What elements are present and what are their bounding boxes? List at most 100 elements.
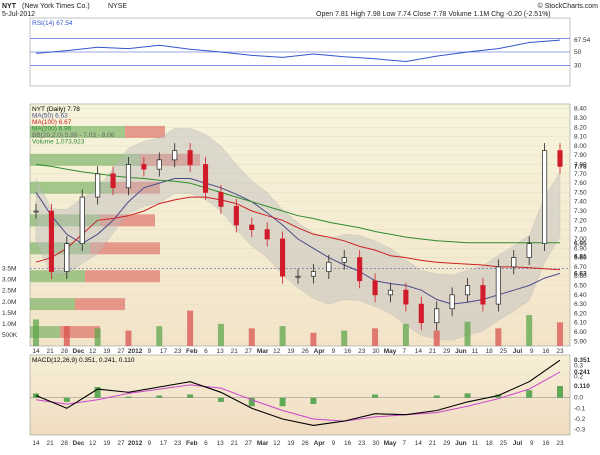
- candle-body: [341, 257, 347, 263]
- macd-axis-label: 0.241: [574, 369, 591, 376]
- company-name: (New York Times Co.): [22, 3, 90, 10]
- price-tick-label: 6.60: [574, 273, 587, 280]
- macd-line: [35, 359, 561, 426]
- macd-x-tick: 12: [273, 440, 281, 447]
- volume-bar: [557, 322, 563, 346]
- rsi-line: [35, 39, 561, 63]
- moving-average-line: [35, 196, 561, 271]
- candle-body: [233, 206, 239, 226]
- macd-histogram-bar: [557, 385, 563, 398]
- macd-histogram-bar: [433, 395, 440, 398]
- macd-x-tick: 21: [231, 440, 239, 447]
- macd-x-tick: 23: [358, 440, 366, 447]
- volume-by-price-bar: [30, 181, 115, 194]
- volume-bar: [217, 323, 224, 346]
- price-legend-entry: MA(200) 6.96: [32, 126, 72, 133]
- price-tick-label: 6.40: [574, 292, 587, 299]
- macd-histogram-bar: [526, 390, 533, 398]
- volume-axis-label: 500K: [2, 332, 18, 339]
- volume-by-price-bar: [30, 242, 90, 255]
- candle-body: [403, 289, 409, 305]
- stockcharts-watermark: © StockCharts.com: [538, 2, 599, 10]
- price-tick-label: 6.70: [574, 264, 587, 271]
- price-x-tick: May: [384, 348, 397, 355]
- price-x-tick: 6: [204, 348, 208, 355]
- price-x-tick: 9: [530, 348, 534, 355]
- macd-x-tick: 7: [402, 440, 406, 447]
- rsi-right-label: 50: [574, 49, 582, 56]
- macd-x-tick: Jun: [455, 440, 467, 447]
- volume-bar: [94, 328, 101, 346]
- macd-x-tick: 16: [542, 440, 550, 447]
- candle-body: [79, 196, 85, 244]
- macd-x-tick: 30: [372, 440, 380, 447]
- macd-x-tick: 9: [332, 440, 336, 447]
- candle-body: [141, 164, 147, 170]
- macd-x-tick: 23: [556, 440, 564, 447]
- macd-x-tick: 6: [204, 440, 208, 447]
- price-tick-label: 8.20: [574, 124, 587, 131]
- macd-axis-label: 0.2: [574, 373, 583, 380]
- macd-x-tick: 9: [530, 440, 534, 447]
- macd-x-tick: Dec: [73, 440, 85, 447]
- macd-histogram-bar: [156, 395, 163, 398]
- macd-x-tick: Feb: [186, 440, 198, 447]
- price-legend-entry: MA(50) 6.63: [32, 113, 68, 120]
- price-x-tick: Mar: [257, 348, 269, 355]
- price-x-tick: 13: [216, 348, 224, 355]
- price-x-tick: 2012: [128, 348, 143, 355]
- volume-axis-label: 3.0M: [2, 277, 16, 284]
- price-x-tick: 27: [117, 348, 125, 355]
- macd-histogram-bar: [187, 394, 194, 398]
- rsi-right-label: 30: [574, 63, 582, 70]
- price-panel: 8.40 8.30 8.20 8.10 8.00 7.90 7.80 7.70 7.60 7.50…: [2, 103, 587, 347]
- price-value-label: 6.81: [574, 254, 587, 261]
- macd-x-tick: 14: [32, 440, 40, 447]
- macd-x-tick: 28: [61, 440, 69, 447]
- price-value-label: 7.78: [574, 163, 587, 170]
- price-x-tick: Jul: [513, 348, 523, 355]
- macd-x-tick: 13: [216, 440, 224, 447]
- price-x-tick: 21: [47, 348, 55, 355]
- price-tick-label: 8.00: [574, 143, 587, 150]
- volume-axis-label: 2.5M: [2, 288, 16, 295]
- macd-x-tick: Apr: [314, 440, 326, 447]
- price-tick-label: 6.90: [574, 245, 587, 252]
- price-tick-label: 8.10: [574, 134, 587, 141]
- volume-by-price-bar: [85, 270, 160, 283]
- rsi-panel: RSI(14) 67.54 67.54 50 30: [29, 17, 591, 87]
- price-tick-label: 7.00: [574, 236, 587, 243]
- price-value-label: 6.63: [574, 270, 587, 277]
- macd-legend: MACD(12,26,9) 0.351, 0.241, 0.110: [32, 357, 135, 364]
- price-tick-label: 6.10: [574, 320, 587, 327]
- price-x-tick: 21: [231, 348, 239, 355]
- macd-x-tick: 17: [160, 440, 168, 447]
- candle-body: [218, 192, 224, 207]
- candle-body: [310, 271, 316, 277]
- macd-histogram-bar: [94, 387, 101, 398]
- price-tick-label: 5.90: [574, 338, 587, 345]
- macd-x-tick: 18: [486, 440, 494, 447]
- volume-bar: [248, 328, 255, 346]
- volume-by-price-bar: [90, 242, 160, 255]
- candle-body: [33, 210, 39, 213]
- rsi-right-label: 67.54: [574, 37, 591, 44]
- volume-bar: [495, 328, 502, 346]
- macd-x-tick: 21: [429, 440, 437, 447]
- price-x-tick: 21: [429, 348, 437, 355]
- macd-x-tick: Mar: [257, 440, 269, 447]
- macd-x-tick: 2012: [128, 440, 143, 447]
- macd-x-tick: Jul: [513, 440, 523, 447]
- candle-body: [172, 150, 178, 161]
- price-tick-label: 8.40: [574, 106, 587, 113]
- price-x-tick: 26: [301, 348, 309, 355]
- price-x-tick: 12: [89, 348, 97, 355]
- price-x-tick: 28: [61, 348, 69, 355]
- candle-body: [387, 289, 394, 296]
- candle-body: [542, 150, 548, 244]
- macd-x-tick: 11: [472, 440, 479, 447]
- macd-axis-label: 0.110: [574, 383, 590, 390]
- macd-x-tick: 16: [344, 440, 352, 447]
- price-tick-label: 7.80: [574, 162, 587, 169]
